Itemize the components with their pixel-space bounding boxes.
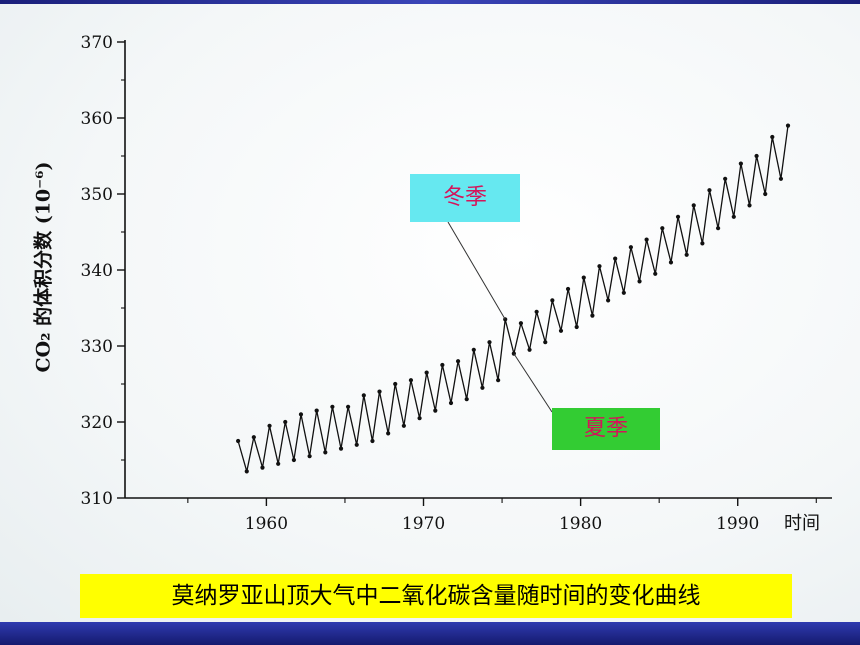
y-tick-label: 360: [81, 109, 113, 129]
data-point: [747, 203, 752, 208]
winter-leader-line: [447, 221, 506, 320]
data-point: [653, 271, 658, 276]
data-point: [606, 298, 611, 303]
data-point: [361, 393, 366, 398]
y-axis-label: CO₂ 的体积分数 (10⁻⁶): [32, 161, 55, 373]
x-tick-label: 1980: [559, 514, 602, 534]
data-point: [684, 252, 689, 257]
data-point: [251, 435, 256, 440]
data-point: [628, 245, 633, 250]
data-point: [298, 412, 304, 417]
data-point: [637, 279, 642, 284]
y-tick-label: 310: [81, 489, 113, 509]
data-point: [267, 423, 272, 428]
data-point: [668, 260, 674, 265]
data-point: [354, 442, 359, 447]
data-point: [613, 256, 618, 261]
data-point: [543, 340, 548, 345]
top-band: [0, 0, 860, 4]
data-point: [581, 275, 586, 280]
axes: 310 320 330 340 350 360 370 1960 1970 1980 1990 时间: [81, 33, 832, 534]
winter-callout: 冬季: [410, 174, 520, 222]
data-point: [763, 191, 768, 197]
data-point: [330, 404, 335, 409]
y-tick-label: 320: [81, 413, 113, 433]
y-tick-label: 350: [81, 185, 113, 205]
data-point: [778, 176, 784, 181]
data-point: [433, 408, 438, 413]
chart-caption: 莫纳罗亚山顶大气中二氧化碳含量随时间的变化曲线: [80, 574, 792, 618]
data-point: [314, 408, 319, 413]
data-point: [307, 454, 312, 459]
data-point: [291, 457, 296, 463]
data-point: [558, 328, 564, 333]
data-point: [370, 438, 375, 444]
data-point: [700, 241, 705, 246]
data-point: [621, 290, 626, 295]
data-point: [691, 203, 696, 208]
x-tick-label: 1990: [716, 514, 759, 534]
data-point: [675, 214, 681, 219]
summer-callout: 夏季: [552, 408, 660, 450]
data-point: [401, 423, 406, 428]
data-point: [236, 438, 241, 444]
data-point: [487, 340, 492, 345]
data-point: [424, 370, 429, 375]
x-tick-label: 1970: [402, 514, 445, 534]
y-tick-label: 340: [81, 261, 113, 281]
data-point: [345, 404, 351, 409]
data-point: [283, 419, 288, 425]
data-point: [723, 176, 728, 181]
data-point: [534, 309, 539, 314]
data-point: [574, 324, 579, 330]
data-point: [754, 153, 759, 159]
data-point: [260, 465, 265, 470]
data-point: [518, 321, 524, 326]
y-tick-label: 330: [81, 337, 113, 357]
data-point: [377, 389, 382, 394]
data-point: [393, 381, 398, 387]
data-point: [323, 450, 328, 455]
data-point: [480, 385, 485, 390]
data-point: [464, 397, 469, 402]
summer-leader-line: [513, 353, 553, 413]
data-point: [527, 347, 532, 352]
data-point: [565, 286, 571, 292]
data-point: [550, 298, 555, 303]
data-point: [448, 400, 454, 406]
data-point: [417, 416, 422, 421]
data-point: [338, 446, 344, 451]
series-marks: [236, 123, 791, 474]
data-point: [660, 226, 665, 231]
data-point: [597, 264, 602, 269]
chart-scan-background: [0, 4, 860, 622]
bottom-band: [0, 622, 860, 645]
data-point: [471, 347, 476, 352]
data-point: [590, 313, 595, 318]
data-point: [408, 378, 414, 383]
data-point: [276, 461, 281, 466]
data-point: [785, 123, 791, 128]
data-point: [644, 237, 649, 242]
data-point: [707, 188, 712, 193]
y-tick-label: 370: [81, 33, 113, 53]
x-tick-label: 1960: [245, 514, 288, 534]
data-point: [738, 161, 743, 166]
data-point: [731, 214, 736, 219]
data-point: [386, 431, 391, 436]
data-point: [244, 469, 249, 474]
data-point: [455, 359, 461, 364]
x-axis-label: 时间: [784, 513, 820, 534]
data-point: [440, 362, 445, 368]
data-point: [770, 134, 775, 140]
data-point: [715, 226, 721, 231]
data-point: [496, 378, 501, 383]
annotation-leaders: [447, 221, 553, 413]
